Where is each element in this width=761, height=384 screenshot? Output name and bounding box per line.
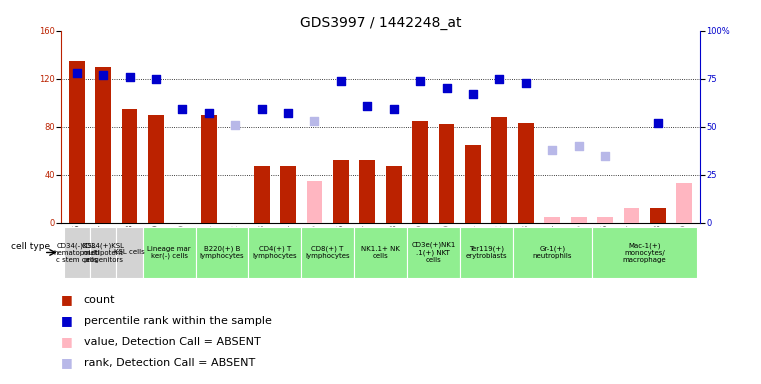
Bar: [307, 181, 323, 223]
Bar: [492, 117, 508, 223]
Bar: [116, 227, 143, 278]
Point: [202, 110, 215, 116]
Bar: [354, 227, 407, 278]
Text: count: count: [84, 295, 115, 305]
Text: CD3e(+)NK1
.1(+) NKT
cells: CD3e(+)NK1 .1(+) NKT cells: [411, 242, 456, 263]
Text: Lineage mar
ker(-) cells: Lineage mar ker(-) cells: [148, 246, 191, 259]
Point: [229, 122, 241, 128]
Title: GDS3997 / 1442248_at: GDS3997 / 1442248_at: [300, 16, 461, 30]
Bar: [650, 208, 666, 223]
Bar: [359, 161, 375, 223]
Point: [177, 106, 189, 113]
Point: [361, 103, 374, 109]
Bar: [143, 227, 196, 278]
Bar: [196, 227, 248, 278]
Point: [466, 91, 479, 97]
Bar: [95, 67, 111, 223]
Bar: [386, 166, 402, 223]
Text: Mac-1(+)
monocytes/
macrophage: Mac-1(+) monocytes/ macrophage: [622, 242, 667, 263]
Bar: [90, 227, 116, 278]
Text: CD8(+) T
lymphocytes: CD8(+) T lymphocytes: [305, 246, 350, 259]
Text: Gr-1(+)
neutrophils: Gr-1(+) neutrophils: [533, 246, 572, 259]
Point: [123, 74, 135, 80]
Point: [256, 106, 268, 113]
Text: Ter119(+)
erytroblasts: Ter119(+) erytroblasts: [465, 246, 507, 259]
Bar: [513, 227, 592, 278]
Text: value, Detection Call = ABSENT: value, Detection Call = ABSENT: [84, 337, 260, 347]
Bar: [460, 227, 513, 278]
Bar: [412, 121, 428, 223]
Bar: [571, 217, 587, 223]
Bar: [122, 109, 138, 223]
Bar: [68, 61, 84, 223]
Bar: [438, 124, 454, 223]
Point: [493, 76, 505, 82]
Point: [335, 78, 347, 84]
Text: ■: ■: [61, 356, 72, 369]
Text: ■: ■: [61, 335, 72, 348]
Point: [282, 110, 295, 116]
Bar: [333, 161, 349, 223]
Text: rank, Detection Call = ABSENT: rank, Detection Call = ABSENT: [84, 358, 255, 368]
Text: KSL cells: KSL cells: [114, 250, 145, 255]
Text: cell type: cell type: [11, 242, 50, 251]
Point: [414, 78, 426, 84]
Point: [150, 76, 162, 82]
Bar: [280, 166, 296, 223]
Text: percentile rank within the sample: percentile rank within the sample: [84, 316, 272, 326]
Point: [97, 72, 110, 78]
Point: [546, 147, 559, 153]
Point: [387, 106, 400, 113]
Point: [599, 152, 611, 159]
Point: [71, 70, 83, 76]
Bar: [201, 115, 217, 223]
Bar: [148, 115, 164, 223]
Point: [308, 118, 320, 124]
Bar: [623, 208, 639, 223]
Bar: [465, 145, 481, 223]
Text: CD34(-)KSL
hematopoieti
c stem cells: CD34(-)KSL hematopoieti c stem cells: [53, 242, 100, 263]
Bar: [517, 123, 533, 223]
Bar: [301, 227, 354, 278]
Point: [441, 85, 453, 91]
Text: CD4(+) T
lymphocytes: CD4(+) T lymphocytes: [253, 246, 297, 259]
Bar: [407, 227, 460, 278]
Text: NK1.1+ NK
cells: NK1.1+ NK cells: [361, 246, 400, 259]
Text: ■: ■: [61, 314, 72, 327]
Text: B220(+) B
lymphocytes: B220(+) B lymphocytes: [199, 246, 244, 259]
Bar: [677, 183, 693, 223]
Point: [520, 79, 532, 86]
Text: ■: ■: [61, 293, 72, 306]
Bar: [248, 227, 301, 278]
Bar: [253, 166, 269, 223]
Bar: [597, 217, 613, 223]
Bar: [592, 227, 698, 278]
Bar: [544, 217, 560, 223]
Bar: [63, 227, 90, 278]
Text: CD34(+)KSL
multipotent
progenitors: CD34(+)KSL multipotent progenitors: [81, 242, 125, 263]
Point: [572, 143, 584, 149]
Point: [651, 120, 664, 126]
